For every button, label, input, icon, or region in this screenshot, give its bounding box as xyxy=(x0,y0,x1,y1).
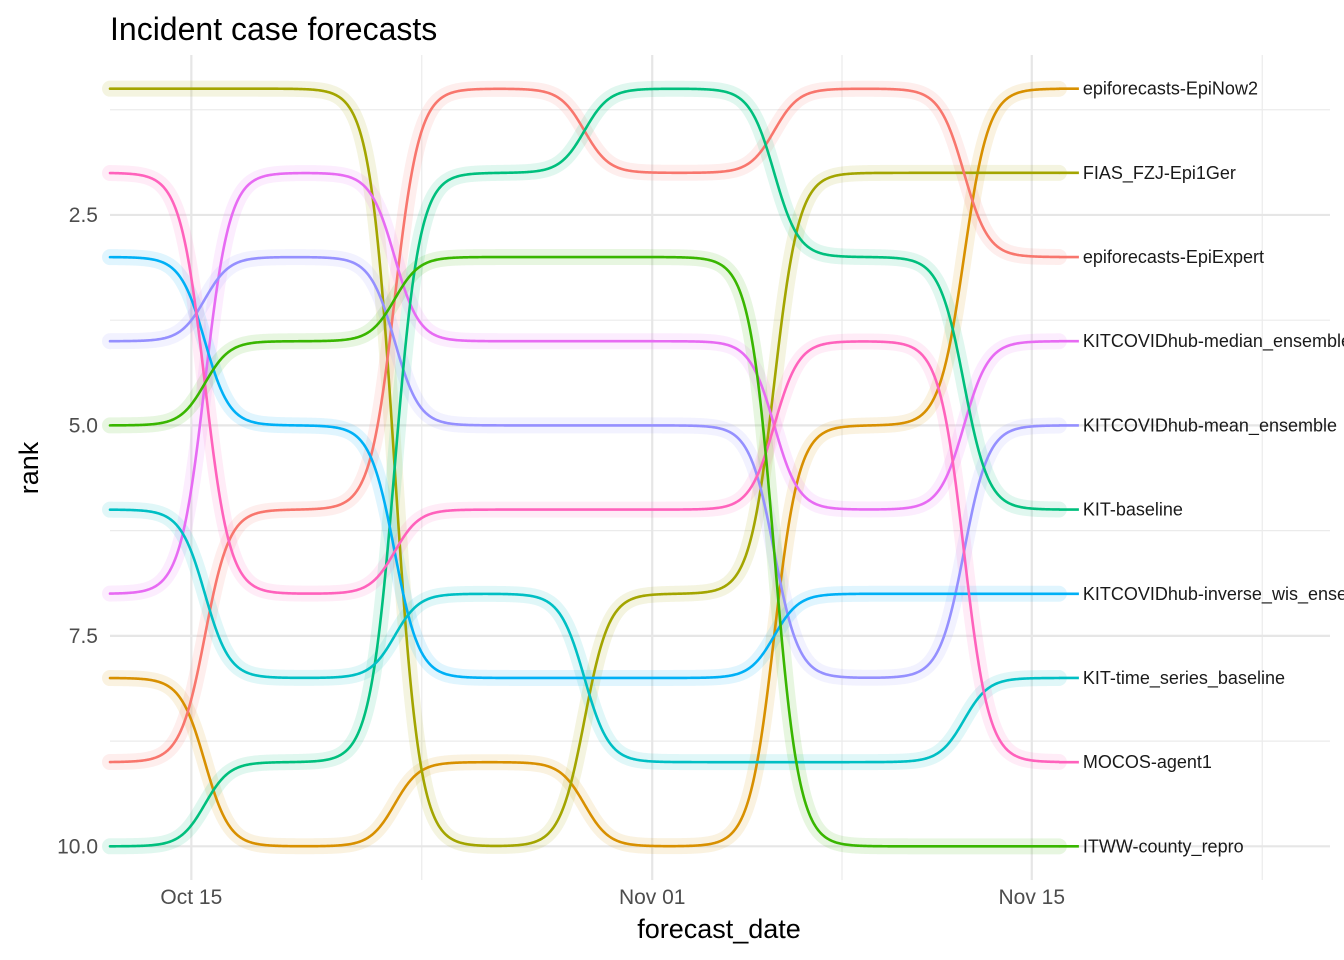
series-end-label: KIT-baseline xyxy=(1083,500,1183,520)
y-tick-label: 5.0 xyxy=(69,414,98,437)
end-labels: epiforecasts-EpiNow2 FIAS_FZJ-Epi1Gerepif… xyxy=(1083,79,1344,858)
y-axis-title: rank xyxy=(14,441,44,494)
chart-title: Incident case forecasts xyxy=(110,11,437,47)
series-line-kitcovidhub-mean-ensemble xyxy=(108,255,1061,680)
y-axis-ticks: 2.5 5.0 7.5 10.0 xyxy=(57,204,98,858)
series-end-label: KIT-time_series_baseline xyxy=(1083,668,1285,689)
series-lines xyxy=(108,87,1079,848)
y-tick-label: 7.5 xyxy=(69,625,98,648)
x-axis-ticks: Oct 15 Nov 01 Nov 15 xyxy=(160,886,1065,909)
series-line-epiforecasts-epinow2 xyxy=(108,87,1061,848)
series-end-label: ITWW-county_repro xyxy=(1083,836,1244,857)
series-line-kitcovidhub-median-ensemble xyxy=(108,171,1061,595)
series-line-kit-baseline xyxy=(108,87,1061,848)
series-end-label: KITCOVIDhub-inverse_wis_ensemb xyxy=(1083,584,1344,605)
series-end-label: KITCOVIDhub-mean_ensemble xyxy=(1083,415,1337,436)
y-tick-label: 2.5 xyxy=(69,204,98,227)
series-end-label: epiforecasts-EpiNow2 xyxy=(1083,79,1258,99)
series-line-kit-time-series-baseline xyxy=(108,508,1061,764)
x-axis-title: forecast_date xyxy=(637,914,801,944)
series-glow-fias-fzj-epi1ger xyxy=(102,80,1067,854)
series-glows xyxy=(102,80,1067,855)
series-end-label: FIAS_FZJ-Epi1Ger xyxy=(1083,163,1236,184)
x-tick-label: Oct 15 xyxy=(160,886,222,909)
series-end-label: KITCOVIDhub-median_ensemble xyxy=(1083,331,1344,352)
series-line-fias-fzj-epi1ger xyxy=(108,87,1061,848)
series-line-mocos-agent1 xyxy=(108,171,1061,764)
x-tick-label: Nov 01 xyxy=(619,886,686,909)
x-tick-label: Nov 15 xyxy=(999,886,1066,909)
series-line-itww-county-repro xyxy=(108,255,1061,848)
series-end-label: epiforecasts-EpiExpert xyxy=(1083,247,1264,267)
series-end-label: MOCOS-agent1 xyxy=(1083,752,1212,772)
y-tick-label: 10.0 xyxy=(57,835,98,858)
